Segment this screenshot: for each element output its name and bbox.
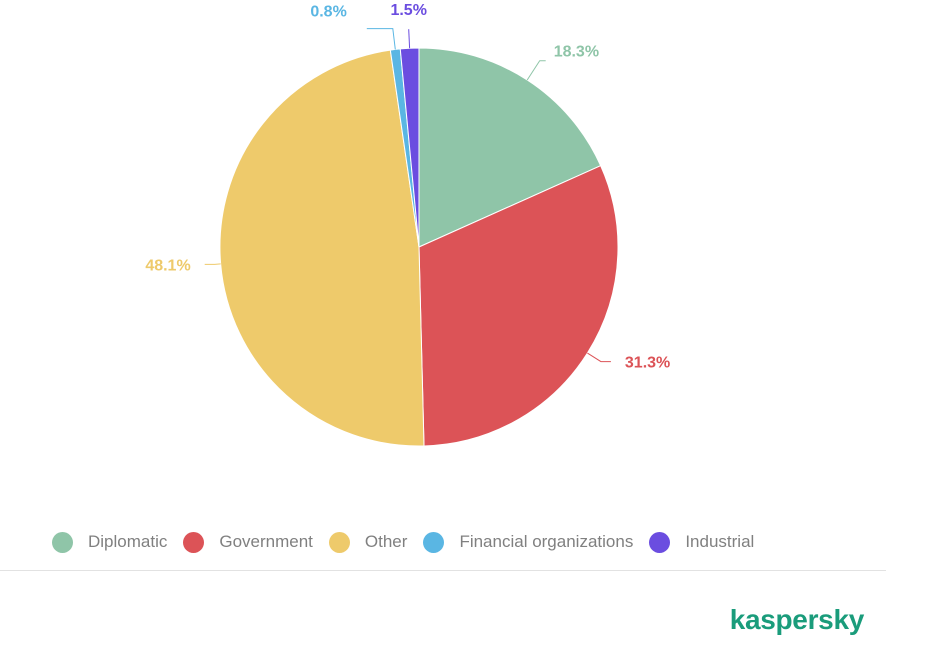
data-label-government: 31.3%: [625, 355, 670, 372]
legend-label: Government: [219, 532, 313, 551]
leader-line-diplomatic: [526, 60, 546, 81]
legend-swatch: [328, 531, 350, 553]
legend-swatch: [183, 531, 205, 553]
data-label-diplomatic: 18.3%: [554, 44, 599, 61]
pie-slice-other[interactable]: [219, 49, 425, 447]
legend: Diplomatic Government Other Financial organ…: [52, 530, 770, 554]
data-label-other: 48.1%: [145, 257, 190, 274]
legend-item-diplomatic[interactable]: Diplomatic: [52, 531, 168, 553]
legend-swatch: [649, 531, 671, 553]
data-label-industrial: 1.5%: [390, 2, 426, 19]
data-label-financial-organizations: 0.8%: [310, 4, 346, 21]
legend-swatch: [423, 531, 445, 553]
divider: [0, 570, 886, 571]
leader-line-government: [587, 352, 611, 363]
kaspersky-logo: kaspersky: [729, 604, 865, 635]
legend-item-other[interactable]: Other: [328, 531, 408, 553]
legend-label: Other: [364, 532, 408, 551]
leader-line-industrial: [408, 29, 411, 49]
pie-slice-government[interactable]: [418, 165, 619, 447]
legend-swatch: [52, 531, 73, 553]
legend-item-financial-organizations[interactable]: Financial organizations: [423, 531, 634, 553]
legend-label: Industrial: [685, 532, 755, 551]
pie-slice-industrial[interactable]: [399, 47, 420, 248]
leader-line-financial-organizations: [366, 28, 396, 50]
leader-line-other: [204, 263, 221, 265]
pie-chart: 18.3% 31.3% 48.1% 0.8% 1.5%: [145, 2, 670, 447]
legend-item-government[interactable]: Government: [183, 531, 313, 553]
legend-item-industrial[interactable]: Industrial: [649, 531, 755, 553]
legend-label: Diplomatic: [88, 532, 168, 551]
legend-label: Financial organizations: [459, 532, 634, 551]
